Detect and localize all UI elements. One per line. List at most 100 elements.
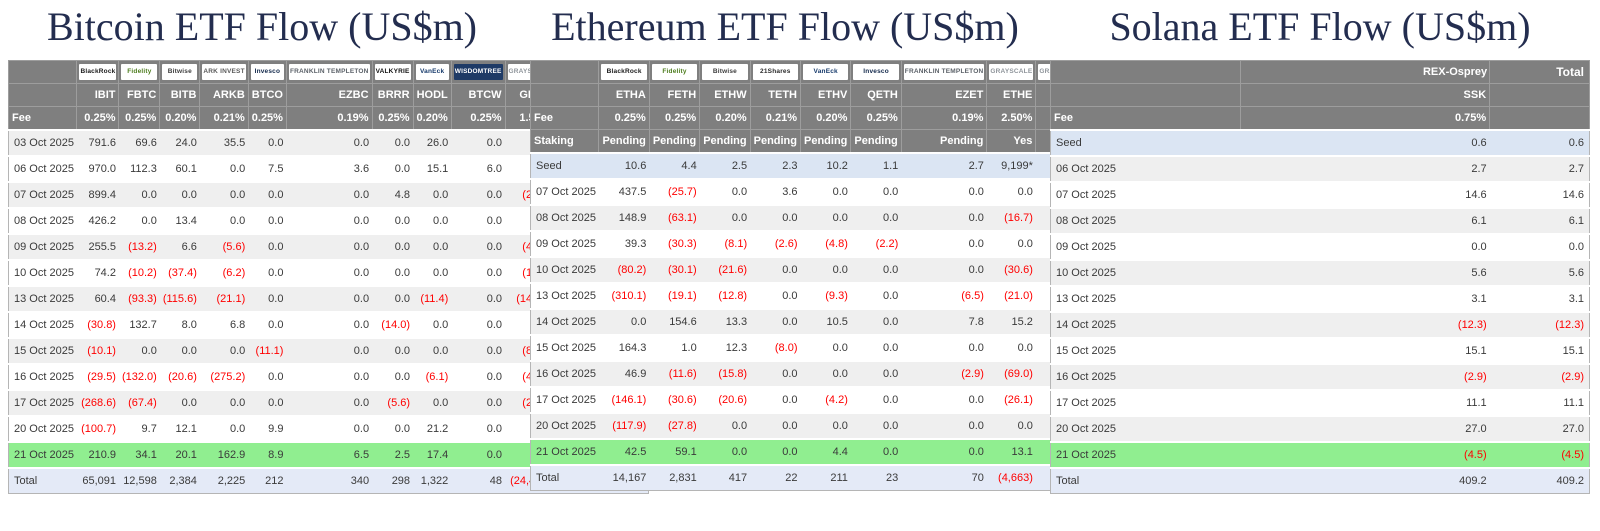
- table-row-14-oct-2025: 14 Oct 2025 (12.3) (12.3): [1050, 311, 1590, 338]
- issuer-cell: VanEck: [799, 60, 852, 84]
- staking-cell: Pending: [749, 129, 802, 154]
- value-cell: 2.7: [1240, 155, 1490, 182]
- row-label: 15 Oct 2025: [1050, 337, 1241, 364]
- ticker-cell-qeth: QETH: [850, 83, 902, 107]
- value-cell: 0.0: [699, 412, 751, 439]
- value-cell: 0.0: [750, 204, 801, 231]
- value-cell: 0.0: [901, 178, 987, 205]
- fee-cell: 0.25%: [247, 106, 287, 131]
- value-cell: 0.0: [901, 438, 987, 465]
- value-cell: 6.6: [159, 233, 200, 260]
- value-cell: 899.4: [76, 181, 119, 208]
- value-cell: (8.1): [699, 230, 751, 257]
- value-cell: 12,598: [118, 467, 160, 494]
- row-label: 16 Oct 2025: [530, 360, 599, 387]
- value-cell: (4.5): [1240, 441, 1490, 468]
- value-cell: 0.0: [901, 334, 987, 361]
- value-cell: 65,091: [76, 467, 119, 494]
- value-cell: 0.0: [850, 308, 902, 335]
- value-cell: 0.0: [286, 181, 373, 208]
- value-cell: 26.0: [413, 129, 452, 156]
- blackrock-logo: BlackRock: [79, 64, 117, 80]
- corner-cell: [1050, 60, 1241, 84]
- value-cell: 0.0: [159, 389, 200, 416]
- row-label: 16 Oct 2025: [8, 363, 77, 390]
- row-label: Total: [1050, 467, 1241, 494]
- row-label: 17 Oct 2025: [8, 389, 77, 416]
- value-cell: 0.0: [850, 360, 902, 387]
- value-cell: (21.1): [199, 285, 249, 312]
- value-cell: 212: [248, 467, 287, 494]
- value-cell: 0.0: [1240, 233, 1490, 260]
- value-cell: 70: [901, 464, 987, 491]
- row-label: 10 Oct 2025: [530, 256, 599, 283]
- ticker-cell-ezet: EZET: [900, 83, 988, 107]
- page-title-bitcoin: Bitcoin ETF Flow (US$m): [46, 4, 478, 49]
- value-cell: 0.0: [413, 311, 452, 338]
- value-cell: (132.0): [118, 363, 160, 390]
- issuer-cell: FRANKLIN TEMPLETON: [285, 60, 373, 84]
- value-cell: 0.0: [451, 207, 506, 234]
- value-cell: 0.0: [199, 337, 249, 364]
- value-cell: 0.0: [372, 285, 414, 312]
- table-row-07-oct-2025: 07 Oct 2025 14.6 14.6: [1050, 181, 1590, 208]
- ticker-cell-ssk: SSK: [1239, 83, 1491, 107]
- value-cell: 24.0: [159, 129, 200, 156]
- table-row-08-oct-2025: 08 Oct 2025 148.9 (63.1) 0.0 0.0 0.0 0.0 0.0 (16…: [530, 204, 1129, 231]
- value-cell: 0.0: [850, 256, 902, 283]
- value-cell: 0.0: [286, 285, 373, 312]
- value-cell: 0.0: [901, 204, 987, 231]
- row-label: 15 Oct 2025: [530, 334, 599, 361]
- etf-flow-table-ethereum: BlackRock Fidelity Bitwise 21Shares VanEck In…: [529, 60, 1129, 491]
- value-cell: 0.0: [800, 178, 851, 205]
- row-label: 20 Oct 2025: [1050, 415, 1241, 442]
- value-cell: (25.7): [649, 178, 700, 205]
- table-row-21-oct-2025: 21 Oct 202542.559.10.00.04.40.00.013.122…: [530, 438, 1129, 465]
- corner-cell: [529, 60, 600, 84]
- table-row-16-oct-2025: 16 Oct 2025 46.9 (11.6) (15.8) 0.0 0.0 0.0 (2.9…: [530, 360, 1129, 387]
- value-cell: 9.9: [248, 415, 287, 442]
- value-cell: (12.8): [699, 282, 751, 309]
- bitwise-logo: Bitwise: [162, 64, 198, 80]
- value-cell: (30.3): [649, 230, 700, 257]
- row-label: 08 Oct 2025: [1050, 207, 1241, 234]
- table-row-09-oct-2025: 09 Oct 2025 0.0 0.0: [1050, 233, 1590, 260]
- row-label: 10 Oct 2025: [1050, 259, 1241, 286]
- value-cell: (10.2): [118, 259, 160, 286]
- value-cell: 132.7: [118, 311, 160, 338]
- fee-cell: 0.25%: [450, 106, 506, 131]
- value-cell: 14,167: [598, 464, 650, 491]
- value-cell: 11.1: [1240, 389, 1490, 416]
- fidelity-logo: Fidelity: [121, 64, 158, 80]
- value-cell: 0.0: [413, 389, 452, 416]
- value-cell: 42.5: [598, 438, 650, 465]
- value-cell: 0.0: [750, 282, 801, 309]
- value-cell: (14.0): [372, 311, 414, 338]
- value-cell: 0.6: [1240, 129, 1490, 156]
- value-cell: 5.6: [1240, 259, 1490, 286]
- value-cell: 2.7: [1489, 155, 1590, 182]
- value-cell: 0.0: [451, 337, 506, 364]
- value-cell: 0.0: [413, 207, 452, 234]
- value-cell: 1.1: [850, 152, 902, 179]
- blackrock-logo: BlackRock: [601, 64, 647, 80]
- value-cell: 0.0: [901, 412, 987, 439]
- value-cell: 0.0: [248, 363, 287, 390]
- value-cell: (37.4): [159, 259, 200, 286]
- value-cell: (2.9): [1489, 363, 1590, 390]
- fee-cell: 0.25%: [371, 106, 414, 131]
- value-cell: 22: [750, 464, 801, 491]
- table-row-15-oct-2025: 15 Oct 2025 164.3 1.0 12.3 (8.0) 0.0 0.0 0.0 0.0…: [530, 334, 1129, 361]
- value-cell: 791.6: [76, 129, 119, 156]
- issuer-logo-row: BlackRock Fidelity Bitwise 21Shares VanEck In…: [529, 60, 1129, 84]
- fee-row: Fee 0.75%: [1050, 106, 1590, 131]
- value-cell: 2,225: [199, 467, 249, 494]
- 21shares-logo: 21Shares: [752, 64, 798, 80]
- value-cell: 0.0: [750, 256, 801, 283]
- value-cell: (13.2): [118, 233, 160, 260]
- value-cell: 0.0: [901, 230, 987, 257]
- value-cell: 0.0: [800, 204, 851, 231]
- value-cell: 0.0: [699, 438, 751, 465]
- value-cell: 7.5: [248, 155, 287, 182]
- issuer-logo-row: REX-Osprey Total: [1050, 60, 1590, 84]
